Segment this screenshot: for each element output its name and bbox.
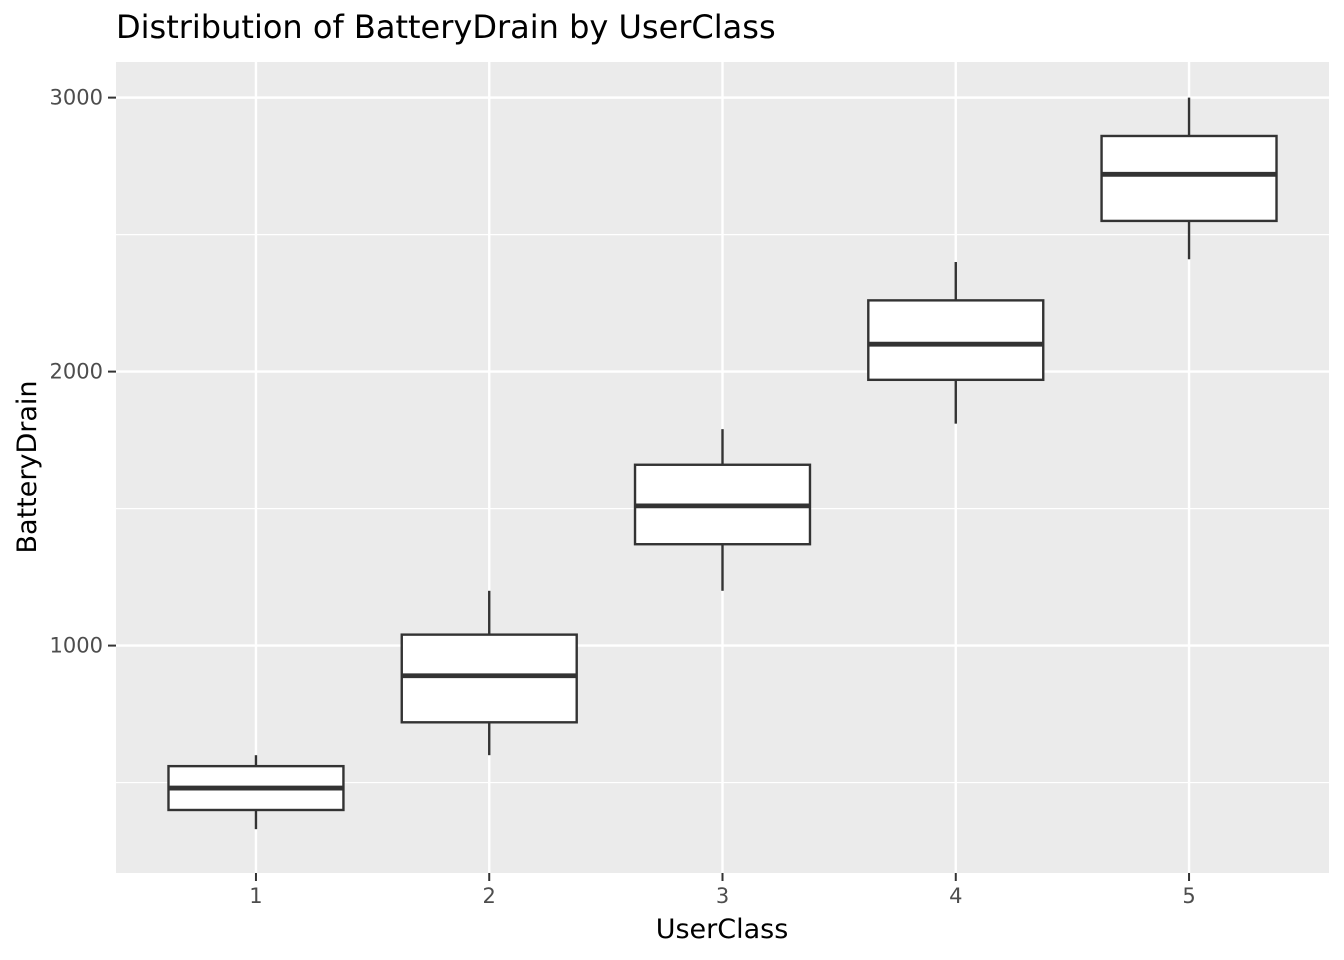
box-2 — [400, 590, 578, 756]
grid-lines — [116, 62, 1329, 873]
x-tick-label: 5 — [1182, 884, 1195, 908]
box-4 — [867, 262, 1045, 424]
x-tick-label: 1 — [249, 884, 262, 908]
y-tick-label: 2000 — [50, 360, 103, 384]
x-axis-title: UserClass — [656, 914, 789, 945]
y-tick-label: 1000 — [50, 634, 103, 658]
box-5 — [1100, 97, 1278, 260]
box-iqr — [867, 299, 1045, 382]
box-iqr — [1100, 134, 1278, 223]
box-1 — [167, 755, 345, 830]
box-3 — [633, 429, 812, 591]
y-axis: 1000 2000 3000 — [50, 86, 116, 658]
x-tick-label: 3 — [716, 884, 729, 908]
x-axis: 1 2 3 4 5 — [249, 873, 1196, 908]
box-iqr — [400, 633, 578, 724]
box-series — [167, 97, 1278, 830]
x-tick-label: 2 — [483, 884, 496, 908]
y-axis-title: BatteryDrain — [12, 381, 43, 554]
chart-title: Distribution of BatteryDrain by UserClas… — [116, 8, 776, 46]
x-tick-label: 4 — [949, 884, 962, 908]
y-tick-label: 3000 — [50, 86, 103, 110]
